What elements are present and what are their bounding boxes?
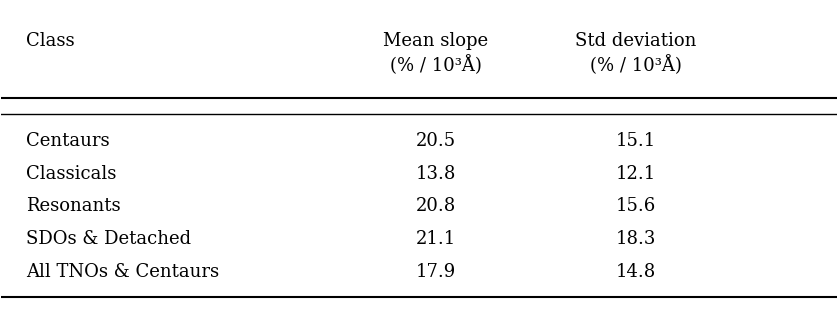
Text: 20.5: 20.5 (416, 132, 456, 150)
Text: 17.9: 17.9 (416, 263, 456, 281)
Text: Mean slope
(% / 10³Å): Mean slope (% / 10³Å) (383, 32, 489, 75)
Text: 21.1: 21.1 (416, 230, 456, 248)
Text: 18.3: 18.3 (616, 230, 656, 248)
Text: 13.8: 13.8 (416, 165, 456, 183)
Text: Classicals: Classicals (27, 165, 116, 183)
Text: All TNOs & Centaurs: All TNOs & Centaurs (27, 263, 220, 281)
Text: Resonants: Resonants (27, 197, 121, 215)
Text: 14.8: 14.8 (616, 263, 656, 281)
Text: Class: Class (27, 32, 75, 50)
Text: 15.1: 15.1 (616, 132, 656, 150)
Text: 20.8: 20.8 (416, 197, 456, 215)
Text: Std deviation
(% / 10³Å): Std deviation (% / 10³Å) (576, 32, 697, 75)
Text: SDOs & Detached: SDOs & Detached (27, 230, 192, 248)
Text: Centaurs: Centaurs (27, 132, 110, 150)
Text: 12.1: 12.1 (616, 165, 656, 183)
Text: 15.6: 15.6 (616, 197, 656, 215)
